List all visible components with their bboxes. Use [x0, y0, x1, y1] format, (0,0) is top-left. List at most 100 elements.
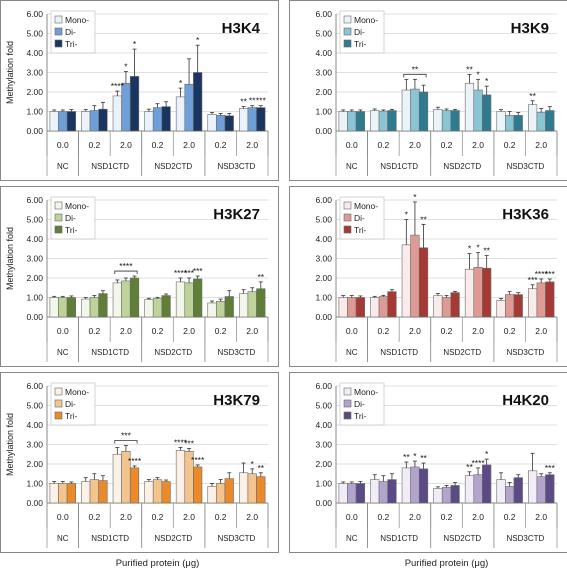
bar-di [152, 479, 163, 504]
bar-mono [81, 298, 91, 318]
y-tick-label: 1.00 [315, 293, 332, 303]
significance-marker: ** [420, 214, 427, 224]
bar-mono [496, 479, 506, 504]
chart-title: H3K36 [502, 206, 549, 223]
bar-tri [482, 267, 492, 318]
y-tick-label: 3.00 [315, 68, 332, 78]
bar-tri [355, 297, 365, 318]
bar-tri [161, 106, 171, 132]
x-tick-label: 0.2 [504, 140, 516, 150]
significance-marker: **** [128, 456, 142, 466]
x-tick-label: 0.2 [377, 140, 389, 150]
significance-marker: **** [119, 261, 133, 271]
x-group-label: NSD1CTD [380, 348, 418, 357]
bar-di [58, 297, 68, 318]
bar-di [378, 481, 388, 504]
bar-tri [482, 464, 492, 504]
bar-di [184, 83, 194, 132]
bar-di [505, 294, 515, 318]
significance-marker: *** [528, 275, 539, 285]
bar-mono [112, 282, 122, 318]
x-tick-label: 2.0 [409, 326, 421, 336]
significance-bracket [403, 73, 427, 78]
bar-tri [129, 76, 140, 132]
bar-tri [545, 281, 555, 318]
y-tick-label: 0.00 [26, 126, 43, 136]
significance-marker: **** [471, 458, 485, 468]
bar-mono [207, 486, 217, 504]
significance-marker: **** [191, 455, 205, 465]
bar-di [505, 115, 515, 132]
x-tick-label: 2.0 [120, 512, 132, 522]
legend-label: Tri- [65, 225, 78, 235]
y-tick-label: 6.00 [26, 381, 43, 391]
legend-swatch [343, 411, 352, 420]
x-group-label: NSD3CTD [218, 348, 256, 357]
bar-tri [129, 467, 140, 504]
bar-tri [418, 247, 429, 318]
x-tick-label: 0.2 [152, 140, 164, 150]
bar-mono [239, 472, 249, 504]
bar-mono [81, 111, 91, 132]
x-tick-label: 2.0 [246, 140, 258, 150]
bar-tri [418, 91, 429, 132]
bar-mono [528, 470, 538, 504]
bar-di [410, 234, 420, 318]
legend-swatch [343, 399, 352, 408]
x-tick-label: 2.0 [535, 140, 547, 150]
significance-marker: ** [420, 453, 427, 463]
legend-label: Tri- [354, 225, 367, 235]
bar-tri [193, 72, 203, 132]
x-group-label: NSD2CTD [443, 162, 481, 171]
legend-swatch [343, 225, 352, 234]
legend-label: Tri- [354, 39, 367, 49]
y-tick-label: 4.00 [26, 234, 43, 244]
significance-marker: * [413, 451, 417, 461]
legend-label: Mono- [354, 15, 378, 25]
legend-swatch [343, 213, 352, 222]
significance-marker: * [179, 78, 183, 88]
x-tick-label: 0.0 [346, 326, 358, 336]
bar-mono [338, 483, 348, 504]
y-tick-label: 6.00 [315, 9, 332, 19]
legend-label: Di- [65, 27, 76, 37]
legend-label: Mono- [65, 387, 89, 397]
legend-swatch [54, 39, 63, 48]
y-tick-label: 5.00 [26, 215, 43, 225]
significance-marker: * [485, 76, 489, 86]
bar-tri [513, 115, 523, 132]
bar-mono [175, 96, 186, 132]
bar-mono [81, 481, 91, 504]
significance-marker: * [196, 35, 200, 45]
bar-tri [193, 466, 203, 504]
y-tick-label: 4.00 [26, 420, 43, 430]
significance-marker: **** [535, 269, 549, 279]
x-group-label: NSD3CTD [507, 348, 545, 357]
significance-marker: *** [256, 96, 267, 106]
legend-label: Mono- [65, 201, 89, 211]
bar-mono [401, 89, 411, 132]
bar-di [536, 476, 546, 504]
x-tick-label: 0.2 [88, 326, 100, 336]
bar-mono [528, 288, 538, 318]
bar-di [473, 474, 483, 504]
bar-di [184, 282, 194, 318]
significance-marker: ** [240, 97, 247, 107]
x-tick-label: 0.0 [346, 512, 358, 522]
x-group-label: NSD1CTD [91, 534, 129, 543]
bar-tri [545, 110, 555, 132]
x-group-label: NC [346, 162, 358, 171]
x-group-label: NSD2CTD [443, 348, 481, 357]
x-tick-label: 0.0 [57, 326, 69, 336]
x-tick-label: 2.0 [183, 326, 195, 336]
bar-tri [450, 292, 460, 318]
chart-title: H3K4 [222, 20, 261, 37]
bar-di [347, 297, 357, 318]
legend-label: Di- [354, 27, 365, 37]
legend-swatch [54, 213, 63, 222]
legend-label: Mono- [354, 387, 378, 397]
x-tick-label: 0.2 [88, 512, 100, 522]
bar-di [536, 282, 546, 318]
bar-mono [207, 302, 217, 318]
